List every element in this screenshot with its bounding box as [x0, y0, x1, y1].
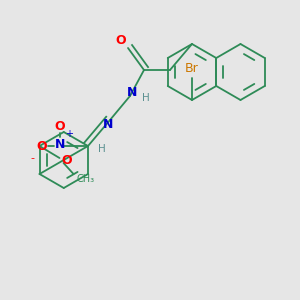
Text: CH₃: CH₃: [76, 174, 94, 184]
Text: N: N: [103, 118, 113, 130]
Text: O: O: [55, 119, 65, 133]
Text: Br: Br: [185, 62, 199, 76]
Text: H: H: [98, 144, 106, 154]
Text: O: O: [37, 140, 47, 154]
Text: +: +: [65, 129, 73, 139]
Text: N: N: [127, 86, 137, 100]
Text: -: -: [30, 153, 34, 163]
Text: O: O: [61, 154, 72, 167]
Text: N: N: [55, 137, 65, 151]
Text: H: H: [142, 93, 150, 103]
Text: O: O: [116, 34, 126, 46]
